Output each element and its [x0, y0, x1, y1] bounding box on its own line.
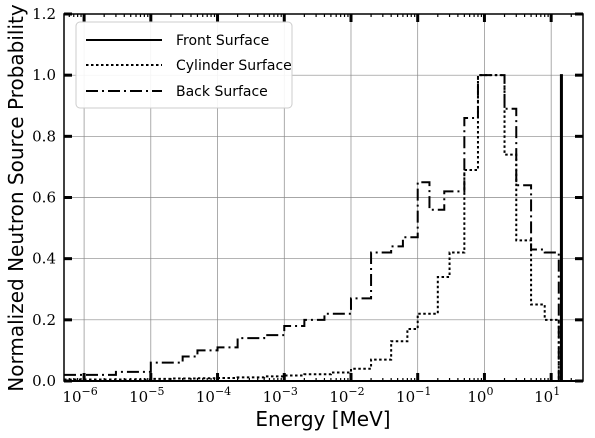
x-tick-label-exponent: −4 [215, 385, 231, 398]
y-tick-label: 1.0 [32, 66, 56, 84]
x-tick-label-exponent: 0 [486, 385, 493, 398]
legend-label-cylinder: Cylinder Surface [176, 58, 292, 74]
series-line-cylinder-surface [64, 74, 583, 382]
x-tick-label-base: 10 [396, 388, 415, 406]
y-tick-label: 0.2 [32, 311, 56, 329]
x-tick-label: 10−2 [329, 385, 364, 406]
x-tick-label: 10−5 [129, 385, 164, 406]
x-axis-label: Energy [MeV] [255, 407, 390, 431]
x-tick-label-exponent: −3 [282, 385, 298, 398]
x-tick-label-base: 10 [263, 388, 282, 406]
x-tick-label: 100 [467, 385, 493, 406]
x-tick-label: 10−3 [263, 385, 298, 406]
x-tick-label-base: 10 [467, 388, 486, 406]
x-tick-label: 101 [534, 385, 560, 406]
y-tick-label: 0.0 [32, 372, 56, 390]
x-tick-label-base: 10 [129, 388, 148, 406]
legend: Front Surface Cylinder Surface Back Surf… [75, 21, 293, 109]
y-axis-label: Normalized Neutron Source Probability [4, 4, 28, 392]
x-tick-label-exponent: −2 [348, 385, 364, 398]
x-tick-label: 10−6 [62, 385, 97, 406]
legend-label-back: Back Surface [176, 84, 268, 100]
tick-labels: 10−6 10−5 10−4 10−3 10−2 10−1 100 1010.00.20.40… [32, 5, 560, 406]
legend-box [75, 21, 293, 109]
x-tick-label-base: 10 [534, 388, 553, 406]
y-tick-label: 0.4 [32, 250, 56, 268]
legend-label-front: Front Surface [176, 33, 269, 49]
x-tick-label-base: 10 [329, 388, 348, 406]
series-line-back-surface [64, 74, 583, 382]
x-tick-label-exponent: −5 [148, 385, 164, 398]
x-tick-label-base: 10 [196, 388, 215, 406]
x-tick-label-base: 10 [62, 388, 81, 406]
series-layer [64, 74, 583, 382]
x-tick-label-exponent: 1 [553, 385, 560, 398]
y-tick-label: 0.6 [32, 189, 56, 207]
y-tick-label: 0.8 [32, 127, 56, 145]
x-tick-label-exponent: −1 [415, 385, 431, 398]
tick-marks [64, 12, 583, 383]
x-tick-label: 10−1 [396, 385, 431, 406]
x-tick-label: 10−4 [196, 385, 231, 406]
x-tick-label-exponent: −6 [82, 385, 98, 398]
y-tick-label: 1.2 [32, 5, 56, 23]
